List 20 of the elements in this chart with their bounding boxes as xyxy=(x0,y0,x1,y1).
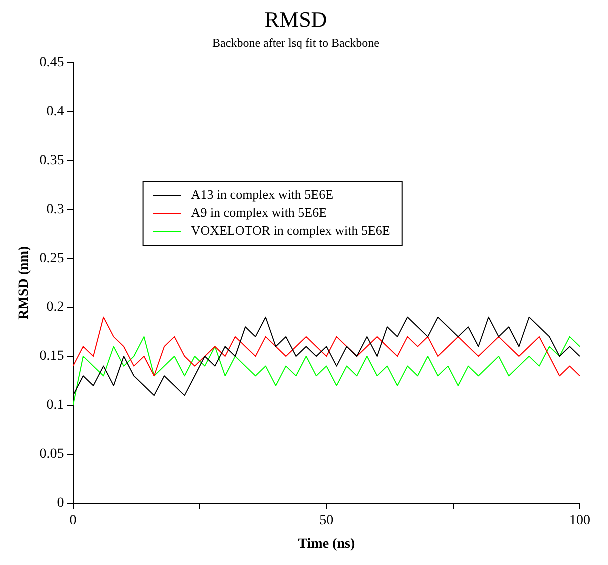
y-tick-label: 0.05 xyxy=(40,447,64,462)
y-tick-label: 0.2 xyxy=(46,300,64,316)
legend-label: A13 in complex with 5E6E xyxy=(191,187,334,202)
y-axis-title: RMSD (nm) xyxy=(17,246,32,320)
y-tick-label: 0.35 xyxy=(40,153,64,168)
y-tick-label: 0.25 xyxy=(40,251,64,266)
x-tick-label: 100 xyxy=(570,513,590,528)
x-axis-title: Time (ns) xyxy=(298,537,356,552)
x-tick-label: 0 xyxy=(70,513,77,528)
chart-subtitle: Backbone after lsq fit to Backbone xyxy=(212,36,380,50)
chart-title: RMSD xyxy=(264,6,328,32)
y-tick-label: 0.15 xyxy=(40,349,64,364)
y-tick-label: 0.4 xyxy=(46,104,64,120)
y-tick-label: 0.45 xyxy=(40,55,64,70)
y-tick-label: 0.1 xyxy=(46,398,64,414)
legend-label: VOXELOTOR in complex with 5E6E xyxy=(191,223,390,238)
x-tick-label: 50 xyxy=(320,513,334,528)
y-tick-label: 0 xyxy=(57,496,64,512)
y-tick-label: 0.3 xyxy=(46,202,64,218)
legend-label: A9 in complex with 5E6E xyxy=(191,205,328,220)
